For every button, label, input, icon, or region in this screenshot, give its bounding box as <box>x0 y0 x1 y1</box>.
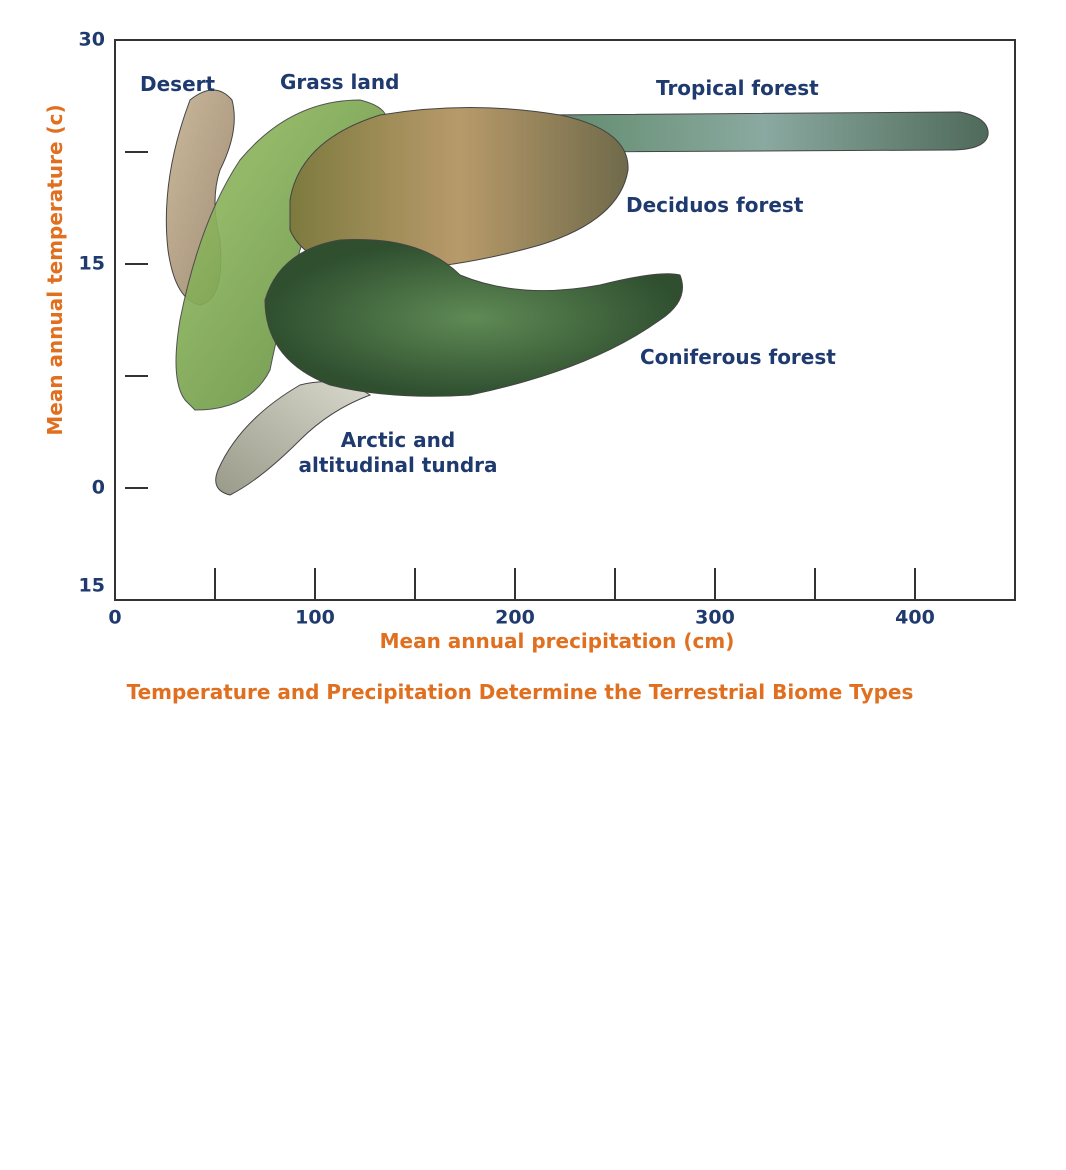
x-tick-label: 300 <box>695 607 735 629</box>
x-tick-label: 400 <box>895 607 935 629</box>
region-label: Coniferous forest <box>640 345 836 369</box>
plot-frame <box>114 39 1016 601</box>
y-axis-title: Mean annual temperature (c) <box>43 104 67 435</box>
x-tick-label: 100 <box>295 607 335 629</box>
y-tick-label: 30 <box>79 29 105 51</box>
region-label: altitudinal tundra <box>298 453 497 477</box>
region-label: Arctic and <box>341 428 455 452</box>
x-tick-label: 0 <box>108 607 121 629</box>
x-axis-title: Mean annual precipitation (cm) <box>380 629 735 653</box>
coniferous-region <box>264 238 683 397</box>
region-label: Deciduos forest <box>626 193 804 217</box>
x-tick-label: 200 <box>495 607 535 629</box>
biome-regions <box>165 89 989 496</box>
caption: Temperature and Precipitation Determine … <box>127 680 914 704</box>
tropical-region <box>539 111 989 153</box>
region-label: Tropical forest <box>656 76 819 100</box>
y-tick-label: 15 <box>79 253 105 275</box>
region-label: Desert <box>140 72 215 96</box>
region-label: Grass land <box>280 70 399 94</box>
y-tick-label: 15 <box>79 575 105 597</box>
y-tick-label: 0 <box>92 477 105 499</box>
